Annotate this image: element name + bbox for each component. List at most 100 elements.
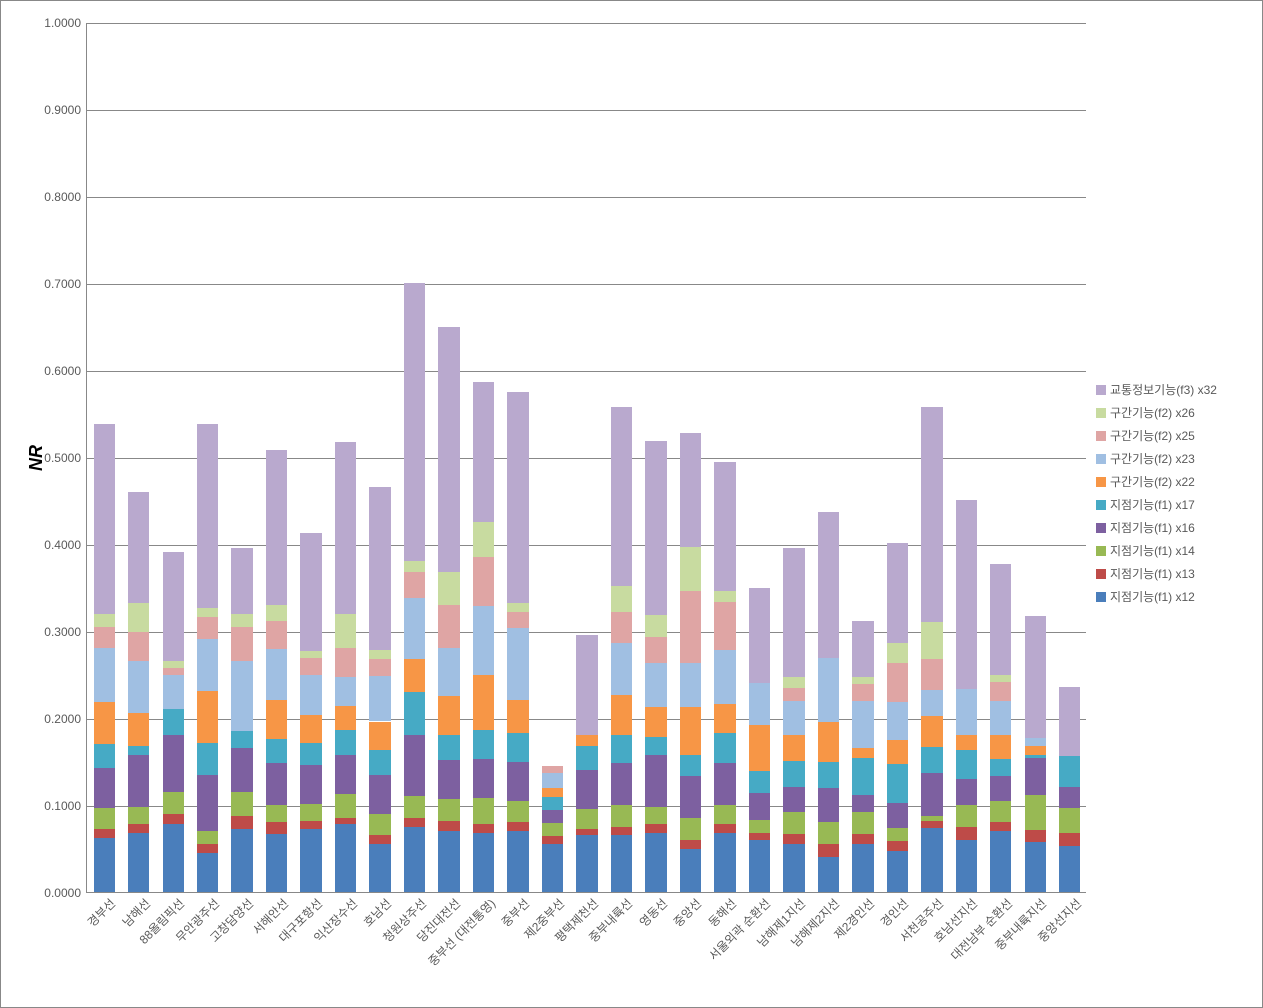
bar-segment [576, 829, 597, 835]
bar-segment [473, 675, 494, 731]
bar-segment [921, 690, 942, 716]
bar-segment [645, 663, 666, 707]
bar-segment [1059, 787, 1080, 809]
bar-segment [369, 814, 390, 836]
legend-label: 지점기능(f1) x14 [1110, 542, 1195, 559]
bar-segment [887, 740, 908, 764]
bar-segment [749, 683, 770, 725]
bar-segment [507, 612, 528, 628]
bar-segment [335, 794, 356, 818]
bar-segment [369, 835, 390, 844]
chart-frame: NR 0.00000.10000.20000.30000.40000.50000… [0, 0, 1263, 1008]
legend-swatch [1096, 523, 1106, 533]
bar-segment [576, 809, 597, 829]
bar-segment [852, 621, 873, 678]
bar-segment [404, 572, 425, 598]
bar-segment [266, 834, 287, 892]
bar-segment [163, 735, 184, 792]
y-tick-label: 0.5000 [44, 451, 87, 465]
bar-segment [94, 648, 115, 702]
bar-segment [335, 755, 356, 794]
bar-segment [1059, 846, 1080, 892]
bar-segment [714, 704, 735, 733]
bar-segment [645, 737, 666, 754]
bar-segment [680, 849, 701, 893]
bar-segment [197, 853, 218, 892]
bar-segment [990, 831, 1011, 892]
bar-segment [163, 709, 184, 735]
bar-segment [507, 762, 528, 801]
bar-segment [128, 833, 149, 892]
bar-segment [887, 828, 908, 841]
bar-segment [300, 765, 321, 804]
bar-segment [576, 635, 597, 735]
bar-segment [1025, 738, 1046, 746]
bar-segment [749, 833, 770, 840]
bar-segment [921, 773, 942, 817]
bar-segment [680, 755, 701, 777]
bar-segment [300, 743, 321, 765]
bar-segment [818, 844, 839, 857]
bar-segment [714, 763, 735, 805]
legend-swatch [1096, 500, 1106, 510]
bar-segment [128, 603, 149, 632]
bar-segment [1025, 830, 1046, 842]
bar-segment [990, 801, 1011, 823]
bar-segment [542, 773, 563, 789]
y-tick-label: 0.6000 [44, 364, 87, 378]
bar-segment [921, 821, 942, 828]
bar-segment [783, 844, 804, 892]
legend-label: 지점기능(f1) x13 [1110, 565, 1195, 582]
bar-segment [300, 821, 321, 830]
bar-segment [163, 824, 184, 892]
plot-area: 0.00000.10000.20000.30000.40000.50000.60… [86, 23, 1086, 893]
bar-segment [369, 844, 390, 892]
bar-segment [749, 771, 770, 793]
bar-segment [507, 733, 528, 762]
bar-segment [887, 841, 908, 851]
legend-swatch [1096, 385, 1106, 395]
bar-segment [335, 818, 356, 824]
bar-segment [921, 828, 942, 892]
bar-segment [645, 637, 666, 663]
bar-segment [404, 283, 425, 561]
bar-segment [94, 744, 115, 768]
bar-segment [852, 795, 873, 812]
bar-segment [680, 433, 701, 547]
bar-segment [714, 650, 735, 704]
bar-segment [576, 735, 597, 745]
bar-segment [369, 650, 390, 659]
bar-segment [1025, 746, 1046, 755]
bar-segment [128, 713, 149, 746]
bar-segment [645, 833, 666, 892]
bar-segment [680, 707, 701, 755]
bar-segment [473, 522, 494, 557]
bar-segment [714, 462, 735, 591]
bar-segment [438, 605, 459, 649]
bar-segment [783, 761, 804, 787]
bar-segment [94, 768, 115, 807]
bar-segment [94, 614, 115, 627]
legend-item: 지점기능(f1) x13 [1096, 565, 1217, 582]
bar-segment [749, 725, 770, 771]
bar-segment [94, 702, 115, 744]
bar-segment [611, 612, 632, 643]
bar-segment [266, 605, 287, 621]
legend: 교통정보기능(f3) x32구간기능(f2) x26구간기능(f2) x25구간… [1096, 381, 1217, 611]
y-tick-label: 1.0000 [44, 16, 87, 30]
legend-item: 구간기능(f2) x22 [1096, 473, 1217, 490]
bar-segment [335, 706, 356, 730]
bar-segment [438, 735, 459, 759]
bar-segment [542, 797, 563, 810]
bar-segment [714, 591, 735, 602]
bar-segment [473, 382, 494, 522]
bar-segment [369, 676, 390, 721]
bar-segment [818, 658, 839, 722]
bar-segment [197, 743, 218, 774]
bar-segment [611, 835, 632, 892]
bar-segment [507, 822, 528, 831]
bar-segment [473, 730, 494, 759]
bar-segment [887, 543, 908, 643]
bar-segment [680, 591, 701, 663]
bar-segment [266, 739, 287, 763]
